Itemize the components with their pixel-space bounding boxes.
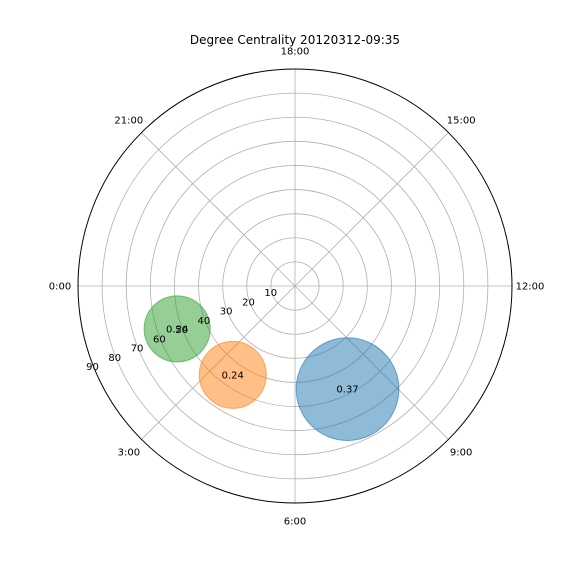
bubble-value-label: 0.24: [166, 324, 188, 335]
radial-tick-label: 80: [108, 353, 121, 364]
angular-tick-label: 9:00: [450, 448, 472, 459]
chart-title: Degree Centrality 20120312-09:35: [190, 33, 400, 47]
bubble: [198, 340, 267, 409]
angular-tick-label: 12:00: [516, 282, 545, 293]
polar-grid: 0:00 3:00 6:00 9:00 12:00 15:00 18:00 21:00: [49, 47, 545, 528]
radial-tick-label: 90: [86, 362, 99, 373]
polar-frame: [77, 68, 513, 504]
radial-tick-label: 20: [242, 297, 255, 308]
bubble-value-label: 0.24: [222, 370, 244, 381]
bubble-value-label: 0.37: [336, 385, 358, 396]
radial-tick-label: 60: [153, 334, 166, 345]
radial-tick-label: 10: [264, 288, 277, 299]
bubble-layer: [143, 295, 400, 441]
angular-tick-label: 6:00: [284, 517, 306, 528]
angular-gridline: [294, 132, 449, 287]
angular-tick-label: 15:00: [447, 115, 476, 126]
radial-tick-label: 70: [131, 344, 144, 355]
angular-tick-label: 0:00: [49, 282, 71, 293]
angular-tick-label: 3:00: [118, 448, 140, 459]
angular-tick-label: 18:00: [281, 47, 310, 58]
radial-tick-label: 30: [220, 307, 233, 318]
radial-tick-label: 50: [175, 325, 188, 336]
radial-tick-label: 40: [198, 316, 211, 327]
bubble: [143, 295, 211, 363]
angular-gridline: [141, 132, 296, 287]
angular-tick-label: 21:00: [114, 115, 143, 126]
bubble: [295, 337, 400, 441]
label-layer: 10 20 30 40 50 60 70 80 90 0.37 0.24 0.24: [86, 288, 359, 395]
